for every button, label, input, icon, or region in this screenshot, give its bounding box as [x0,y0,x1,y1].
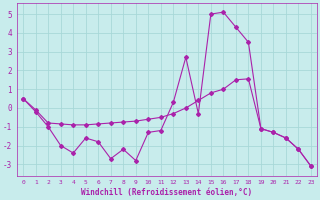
X-axis label: Windchill (Refroidissement éolien,°C): Windchill (Refroidissement éolien,°C) [82,188,252,197]
